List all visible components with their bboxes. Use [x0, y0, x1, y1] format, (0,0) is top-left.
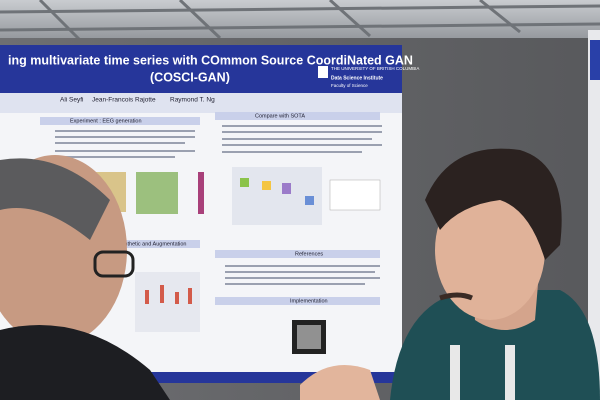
- presenter-hair: [425, 148, 562, 260]
- sota-marker: [305, 196, 314, 205]
- section-header: [215, 250, 380, 258]
- next-poster-header: [590, 40, 600, 80]
- section-header: [215, 112, 380, 120]
- university: THE UNIVERSITY OF BRITISH COLUMBIA: [331, 66, 419, 71]
- poster-title: (COSCI-GAN): [150, 70, 230, 84]
- poster-header: [0, 45, 402, 93]
- sota-marker: [262, 181, 271, 190]
- institute: Data Science Institute: [331, 75, 383, 81]
- presenter-shirt: [390, 290, 600, 400]
- eeg-heatmap: [136, 172, 178, 214]
- author: Ali Seyfi: [60, 97, 83, 104]
- poster-title: ing multivariate time series with COmmon…: [8, 53, 413, 67]
- lanyard: [450, 345, 460, 400]
- body-text: [225, 265, 380, 285]
- ceiling-truss: [0, 0, 600, 42]
- section-title: Synthetic and Augmentation: [118, 241, 187, 247]
- body-text: [55, 130, 195, 158]
- author: Raymond T. Ng: [170, 97, 215, 104]
- section-header: [100, 240, 200, 248]
- poster-footer: [0, 372, 402, 383]
- section-title: Experiment : EEG generation: [70, 118, 142, 124]
- visitor-hair: [0, 158, 110, 240]
- presenter-hands: [300, 365, 380, 400]
- sota-marker: [240, 178, 249, 187]
- sota-table: [329, 179, 381, 211]
- section-title: References: [295, 251, 323, 257]
- section-header: [215, 297, 380, 305]
- author: Jean-Francois Rajotte: [92, 97, 156, 104]
- visitor-jacket: [0, 325, 170, 400]
- qr-pattern: [297, 325, 321, 349]
- author-band: [0, 93, 402, 113]
- body-text: [222, 125, 382, 153]
- section-title: Implementation: [290, 298, 328, 304]
- faculty: Faculty of Science: [331, 83, 368, 88]
- box-plot-boxes: [145, 285, 192, 304]
- ubc-crest: [318, 66, 328, 78]
- presenter-face: [435, 180, 545, 320]
- mustache: [439, 292, 473, 301]
- sota-marker: [282, 183, 291, 194]
- next-poster: [588, 30, 600, 400]
- lanyard: [505, 345, 515, 400]
- glasses: [93, 250, 135, 278]
- section-title: Compare with SOTA: [255, 113, 305, 119]
- colorbar: [198, 172, 204, 214]
- section-header: [40, 117, 200, 125]
